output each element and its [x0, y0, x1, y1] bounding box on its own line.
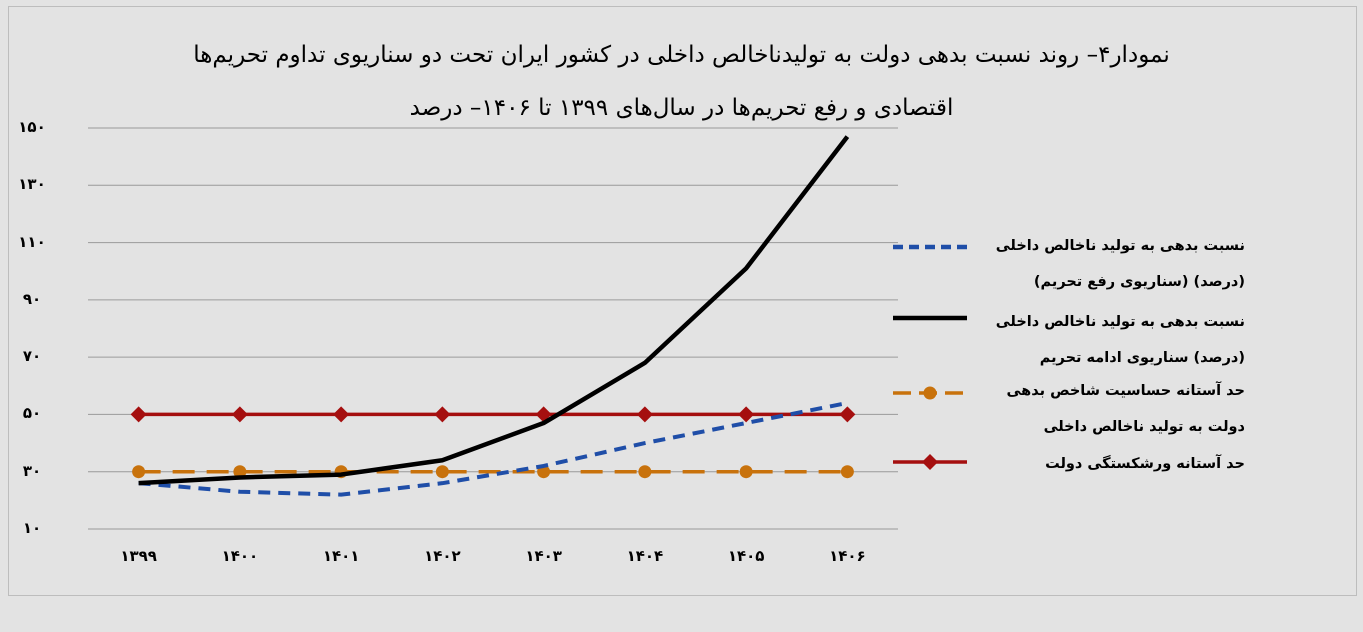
- y-tick-label: ۹۰: [22, 289, 42, 308]
- series-line-3: [130, 406, 856, 423]
- data-point: [333, 406, 350, 423]
- data-point: [840, 465, 854, 479]
- legend-item-sensitivity-threshold: حد آستانه حساسیت شاخص بدهی دولت به تولید…: [892, 373, 1352, 435]
- data-point: [231, 406, 248, 423]
- legend-label: نسبت بدهی به تولید ناخالص داخلی (درصد) س…: [995, 314, 1245, 366]
- data-point: [739, 465, 753, 479]
- data-point: [738, 406, 755, 423]
- y-tick-label: ۱۰: [22, 519, 42, 537]
- chart-title-line-1: نمودار۴– روند نسبت بدهی دولت به تولیدناخ…: [193, 42, 1170, 68]
- series-path: [138, 135, 850, 486]
- y-tick-label: ۳۰: [22, 461, 42, 480]
- legend-item-sanctions-lifted: نسبت بدهی به تولید ناخالص داخلی (درصد) (…: [892, 228, 1352, 290]
- legend-swatch-2: [893, 386, 967, 400]
- legend-label: حد آستانه حساسیت شاخص بدهی دولت به تولید…: [1006, 383, 1245, 435]
- y-tick-label: ۷۰: [22, 347, 42, 366]
- data-point: [434, 406, 451, 423]
- legend-label: نسبت بدهی به تولید ناخالص داخلی (درصد) (…: [995, 238, 1245, 290]
- data-point: [132, 465, 146, 479]
- x-tick-label: ۱۴۰۲: [424, 547, 461, 565]
- x-tick-label: ۱۴۰۵: [727, 547, 765, 565]
- x-tick-label: ۱۴۰۱: [322, 547, 360, 565]
- series-line-2: [132, 465, 854, 479]
- x-tick-label: ۱۴۰۳: [525, 547, 562, 565]
- data-point: [435, 465, 449, 479]
- x-tick-label: ۱۴۰۴: [626, 547, 664, 565]
- data-point: [922, 454, 938, 470]
- x-tick-label: ۱۴۰۶: [829, 547, 866, 565]
- data-point: [130, 406, 147, 423]
- x-tick-label: ۱۴۰۰: [221, 547, 259, 565]
- gridlines: [88, 127, 898, 530]
- chart-title-line-2: اقتصادی و رفع تحریم‌ها در سال‌های ۱۳۹۹ ت…: [409, 95, 954, 121]
- data-point: [636, 406, 653, 423]
- series-line-1: [138, 135, 850, 486]
- data-point: [839, 406, 856, 423]
- legend-item-sanctions-continue: نسبت بدهی به تولید ناخالص داخلی (درصد) س…: [892, 304, 1352, 366]
- data-point: [638, 465, 652, 479]
- legend-label: حد آستانه ورشکستگی دولت: [1045, 456, 1245, 472]
- data-point: [923, 386, 937, 400]
- y-tick-label: ۵۰: [22, 404, 42, 423]
- y-tick-label: ۱۳۰: [18, 175, 46, 194]
- x-tick-label: ۱۳۹۹: [120, 547, 157, 565]
- data-point: [233, 465, 247, 479]
- legend-item-bankruptcy-threshold: حد آستانه ورشکستگی دولت: [892, 446, 1352, 506]
- y-tick-label: ۱۵۰: [18, 118, 46, 136]
- legend-swatch-3: [893, 454, 967, 470]
- y-tick-label: ۱۱۰: [18, 232, 46, 251]
- chart-frame: [8, 6, 1357, 596]
